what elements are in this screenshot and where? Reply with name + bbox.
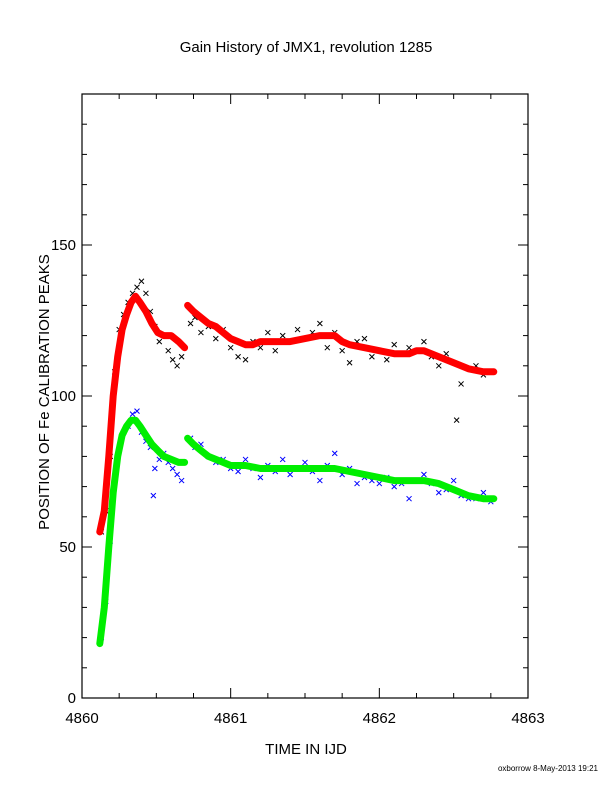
data-point xyxy=(369,353,375,360)
series-3 xyxy=(96,416,498,648)
data-point xyxy=(279,332,286,339)
data-point xyxy=(187,320,194,327)
data-point xyxy=(287,471,293,478)
data-point xyxy=(212,335,219,342)
data-point xyxy=(105,544,112,550)
fit-curve xyxy=(96,416,189,648)
fit-curve xyxy=(184,301,498,376)
data-point xyxy=(129,411,136,417)
data-point xyxy=(174,362,181,369)
data-point xyxy=(134,284,140,291)
y-tick-label: 50 xyxy=(59,539,76,556)
data-point xyxy=(110,489,117,496)
x-tick-label: 4861 xyxy=(214,710,247,727)
x-tick-label: 4862 xyxy=(363,710,396,727)
data-point xyxy=(421,338,427,345)
data-point xyxy=(110,393,117,399)
data-point xyxy=(143,290,149,297)
data-point xyxy=(151,465,158,472)
data-point xyxy=(198,329,204,336)
data-point xyxy=(235,353,241,360)
series-1 xyxy=(98,408,494,641)
x-axis-label: TIME IN IJD xyxy=(265,741,347,758)
data-point xyxy=(242,356,249,363)
plot-frame xyxy=(81,93,529,699)
data-point xyxy=(138,278,145,285)
data-point xyxy=(458,381,464,387)
data-point xyxy=(453,417,460,424)
data-point xyxy=(279,456,286,463)
data-point xyxy=(114,353,121,360)
y-tick-label: 0 xyxy=(68,690,76,707)
data-point xyxy=(376,480,383,487)
data-point xyxy=(101,604,108,611)
data-point xyxy=(272,347,279,354)
data-point xyxy=(450,477,457,484)
axis-ticks: 4860 4861 4862 4863 0 50 100 150 xyxy=(51,93,545,727)
y-tick-label: 100 xyxy=(51,388,76,405)
data-point xyxy=(101,507,108,514)
data-point xyxy=(421,471,427,478)
footer-stamp: oxborrow 8-May-2013 19:21 xyxy=(498,764,599,773)
data-point xyxy=(331,450,338,457)
fit-curve xyxy=(184,434,498,503)
data-point xyxy=(480,489,487,496)
y-axis-label: POSITION OF Fe CALIBRATION PEAKS xyxy=(36,254,53,530)
data-point xyxy=(169,356,176,363)
series-layer xyxy=(96,278,498,648)
data-point xyxy=(354,480,360,487)
data-point xyxy=(150,492,157,499)
data-point xyxy=(96,528,103,535)
chart-title: Gain History of JMX1, revolution 1285 xyxy=(180,39,433,56)
data-point xyxy=(169,465,176,472)
data-point xyxy=(361,335,368,342)
data-point xyxy=(317,477,323,484)
data-point xyxy=(257,474,264,481)
data-point xyxy=(294,326,301,333)
data-point xyxy=(324,344,331,351)
data-point xyxy=(178,477,185,484)
data-point xyxy=(346,359,353,366)
data-point xyxy=(156,338,163,345)
data-point xyxy=(96,640,103,647)
y-tick-label: 150 xyxy=(51,237,76,254)
fit-curve xyxy=(96,292,189,536)
data-point xyxy=(105,453,112,460)
data-point xyxy=(134,408,140,414)
data-point xyxy=(174,471,181,478)
data-point xyxy=(302,459,308,466)
data-point xyxy=(391,483,398,490)
data-point xyxy=(317,320,323,327)
x-tick-label: 4860 xyxy=(65,710,98,727)
data-point xyxy=(435,362,442,369)
data-point xyxy=(227,344,234,351)
data-point xyxy=(435,489,442,496)
data-point xyxy=(264,329,271,336)
data-point xyxy=(114,453,121,460)
series-2 xyxy=(96,292,498,536)
data-point xyxy=(406,495,412,502)
data-point xyxy=(178,353,185,360)
data-point xyxy=(165,347,172,354)
data-point xyxy=(339,347,346,354)
data-point xyxy=(383,356,390,363)
data-point xyxy=(391,341,398,348)
x-tick-label: 4863 xyxy=(511,710,544,727)
series-0 xyxy=(98,278,494,535)
data-point xyxy=(235,468,241,475)
data-point xyxy=(242,456,249,463)
